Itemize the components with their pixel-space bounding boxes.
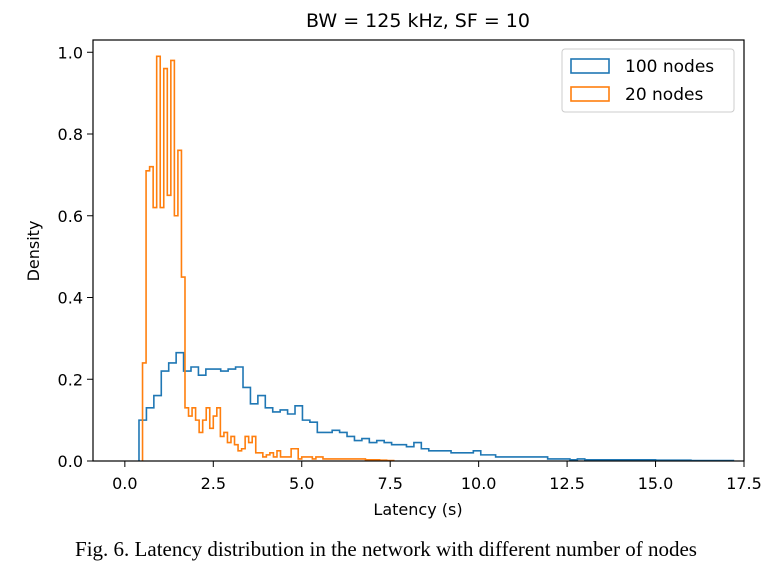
figure-caption: Fig. 6. Latency distribution in the netw…: [75, 537, 697, 561]
x-axis: 0.0 2.5 5.0 7.5 10.0 12.5 15.0 17.5: [112, 461, 762, 493]
x-tick-label: 15.0: [638, 474, 674, 493]
chart-title: BW = 125 kHz, SF = 10: [306, 10, 530, 32]
series-100-nodes-histogram: [138, 351, 735, 462]
y-tick-label: 0.2: [58, 370, 83, 389]
legend-label-20-nodes: 20 nodes: [625, 85, 703, 105]
legend-label-100-nodes: 100 nodes: [625, 57, 714, 77]
x-tick-label: 10.0: [461, 474, 497, 493]
legend: 100 nodes 20 nodes: [561, 48, 735, 113]
x-tick-label: 12.5: [549, 474, 585, 493]
x-tick-label: 7.5: [377, 474, 402, 493]
y-tick-label: 0.0: [58, 452, 83, 471]
y-axis: 0.0 0.2 0.4 0.6 0.8 1.0: [58, 43, 93, 471]
legend-swatch-100-nodes: [570, 58, 610, 74]
series-layer: [138, 55, 735, 462]
legend-swatch-20-nodes: [570, 86, 610, 102]
y-axis-label: Density: [24, 221, 43, 282]
series-20-nodes-histogram: [141, 55, 395, 462]
y-tick-label: 0.6: [58, 207, 83, 226]
x-tick-label: 5.0: [289, 474, 314, 493]
x-tick-label: 17.5: [726, 474, 762, 493]
x-tick-label: 2.5: [201, 474, 226, 493]
legend-box: [561, 48, 735, 113]
y-tick-label: 0.8: [58, 125, 83, 144]
x-tick-label: 0.0: [112, 474, 137, 493]
x-axis-label: Latency (s): [373, 500, 462, 519]
plot-frame: [92, 39, 745, 462]
y-tick-label: 0.4: [58, 289, 83, 308]
y-tick-label: 1.0: [58, 43, 83, 62]
